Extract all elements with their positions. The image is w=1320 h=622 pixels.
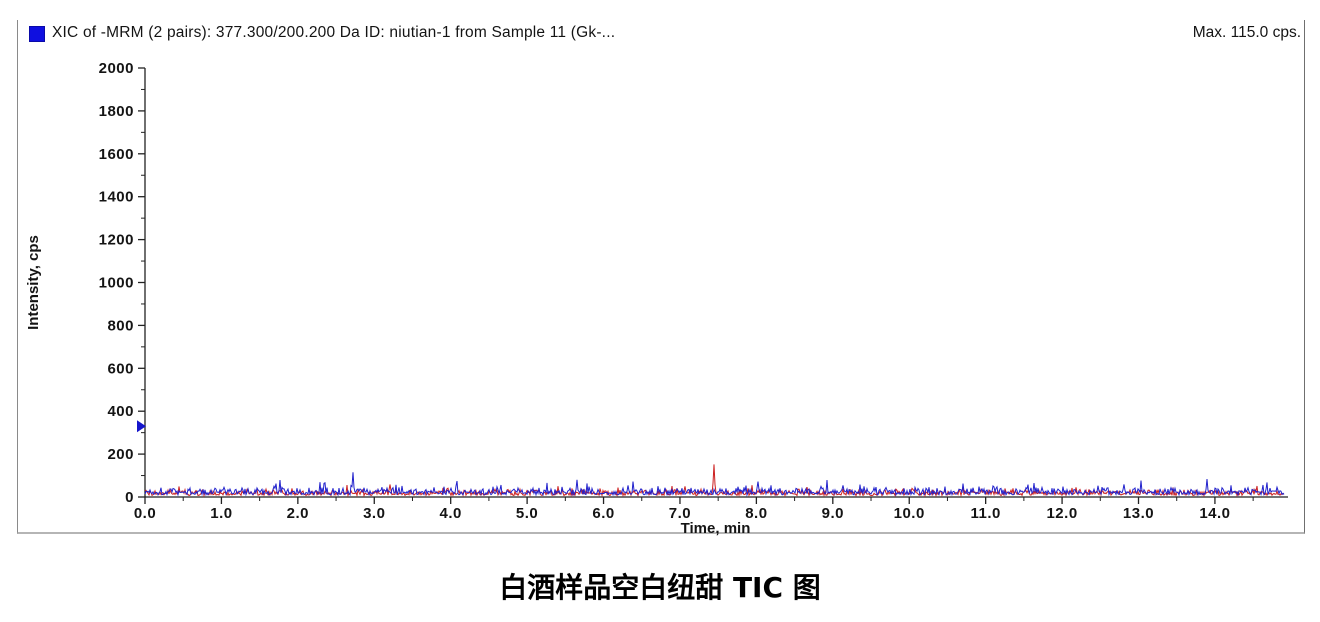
y-tick-label: 0 (125, 489, 134, 506)
x-tick-label: 12.0 (1046, 505, 1077, 522)
x-tick-label: 13.0 (1123, 505, 1154, 522)
figure-panel (17, 20, 1305, 534)
x-tick-label: 2.0 (287, 505, 309, 522)
y-tick-label: 200 (107, 446, 134, 463)
y-tick-label: 2000 (99, 60, 134, 77)
chromatogram-plot: 0 200 400 600 800 1000 1200 1400 1600 1800 2000 0.0… (25, 60, 1288, 537)
x-tick-label: 10.0 (894, 505, 925, 522)
xic-trace-blue (144, 472, 1285, 497)
y-tick-label: 1200 (99, 232, 134, 249)
y-axis-title: Intensity, cps (25, 235, 42, 330)
x-tick-label: 9.0 (822, 505, 844, 522)
x-tick-label: 8.0 (745, 505, 767, 522)
x-tick-label: 6.0 (592, 505, 614, 522)
y-tick-label: 1000 (99, 275, 134, 292)
trace-legend-swatch-icon (29, 26, 45, 42)
position-marker-triangle-icon (137, 420, 146, 433)
x-tick-label: 7.0 (669, 505, 691, 522)
x-tick-label: 14.0 (1199, 505, 1230, 522)
y-tick-label: 600 (107, 360, 134, 377)
y-tick-label: 800 (107, 317, 134, 334)
y-tick-label: 1800 (99, 103, 134, 120)
x-tick-label: 11.0 (970, 505, 1000, 522)
x-tick-label: 5.0 (516, 505, 538, 522)
max-intensity-label: Max. 115.0 cps. (1192, 24, 1301, 41)
x-tick-label: 3.0 (363, 505, 385, 522)
x-axis-title: Time, min (681, 520, 751, 537)
y-tick-label: 1400 (99, 189, 134, 206)
figure-caption: 白酒样品空白纽甜 TIC 图 (499, 571, 821, 604)
x-tick-label: 0.0 (134, 505, 156, 522)
chart-title: XIC of -MRM (2 pairs): 377.300/200.200 D… (52, 24, 616, 41)
y-tick-label: 1600 (99, 146, 134, 163)
x-tick-label: 1.0 (210, 505, 232, 522)
x-tick-label: 4.0 (440, 505, 462, 522)
y-tick-label: 400 (107, 403, 134, 420)
